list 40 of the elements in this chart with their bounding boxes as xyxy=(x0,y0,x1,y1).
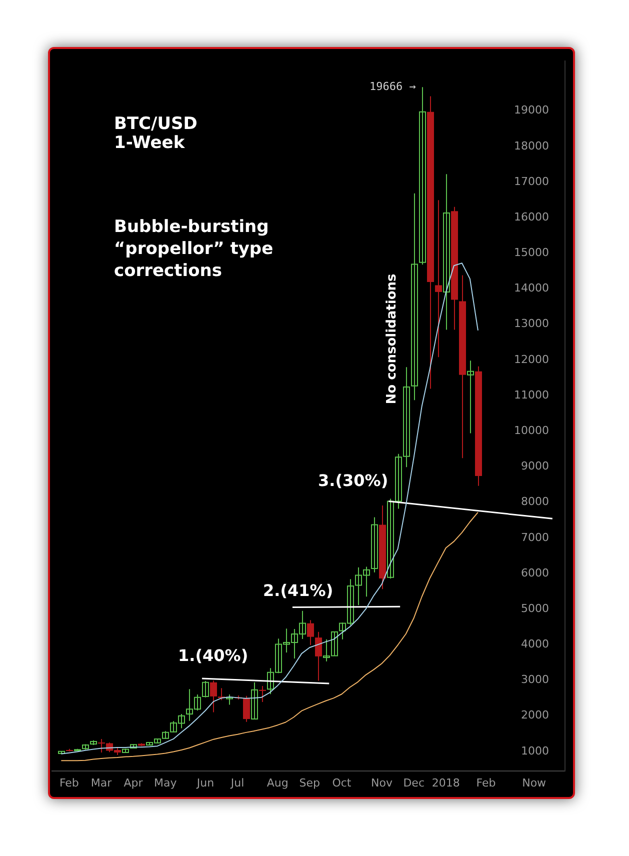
annotation: 1.(40%) xyxy=(178,646,248,666)
y-tick-label: 10000 xyxy=(514,424,549,437)
y-tick-label: 14000 xyxy=(514,282,549,295)
x-tick-label: Sep xyxy=(299,776,320,790)
x-tick-label: 2018 xyxy=(432,776,460,790)
y-tick-label: 11000 xyxy=(514,388,549,402)
y-tick-label: 16000 xyxy=(514,210,549,224)
annotation: No consolidations xyxy=(384,274,400,404)
x-tick-label: Jul xyxy=(230,776,244,790)
x-tick-label: Nov xyxy=(371,776,394,790)
text: Bubble-bursting “propellor” type corrections xyxy=(114,216,274,282)
y-tick-label: 7000 xyxy=(521,530,549,544)
y-tick-label: 1000 xyxy=(521,744,549,758)
y-tick-label: 2000 xyxy=(521,708,549,722)
x-tick-label: May xyxy=(154,776,178,790)
x-tick-label: Oct xyxy=(332,776,352,790)
y-tick-label: 4000 xyxy=(521,638,549,651)
y-tick-label: 6000 xyxy=(521,566,549,580)
annotation: 19666 → xyxy=(370,80,416,93)
x-tick-label: Feb xyxy=(59,776,79,790)
x-tick-label: Now xyxy=(522,776,546,790)
x-tick-label: Apr xyxy=(124,776,144,790)
annotation: 3.(30%) xyxy=(318,471,388,490)
y-tick-label: 5000 xyxy=(521,602,549,615)
y-tick-label: 8000 xyxy=(521,495,549,508)
x-tick-label: Aug xyxy=(266,776,288,790)
x-tick-label: Feb xyxy=(476,776,496,790)
y-tick-label: 18000 xyxy=(514,139,549,152)
text: BTC/USD 1-Week xyxy=(114,114,198,153)
x-tick-label: Mar xyxy=(90,776,112,790)
x-tick-label: Dec xyxy=(403,776,424,790)
y-tick-label: 15000 xyxy=(514,246,549,260)
x-tick-label: Jun xyxy=(196,776,214,790)
y-tick-label: 3000 xyxy=(521,673,549,686)
y-tick-label: 12000 xyxy=(514,352,549,366)
annotation: 2.(41%) xyxy=(263,581,334,600)
y-tick-label: 19000 xyxy=(514,104,549,117)
y-tick-label: 17000 xyxy=(514,174,549,188)
y-tick-label: 9000 xyxy=(521,460,549,473)
y-tick-label: 13000 xyxy=(514,317,549,330)
